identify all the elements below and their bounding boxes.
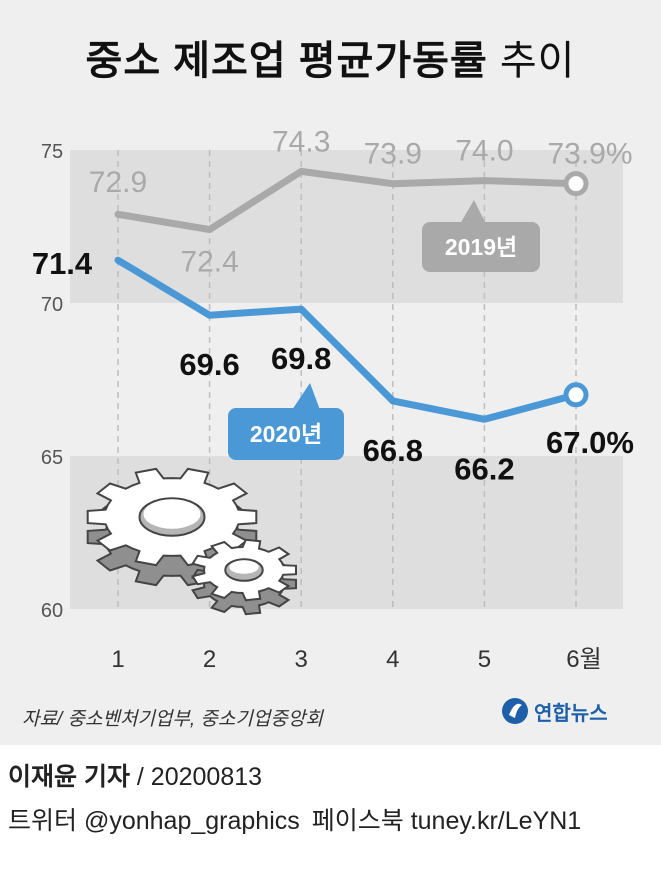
data-label-2019: 72.4	[180, 246, 238, 279]
data-label-2020: 67.0%	[546, 425, 634, 460]
callout-box	[228, 408, 344, 460]
twitter-handle: 트위터 @yonhap_graphics	[8, 807, 300, 835]
data-label-2019: 72.9	[89, 166, 147, 199]
callout-pointer	[292, 383, 320, 410]
source-note: 자료/ 중소벤처기업부, 중소기업중앙회	[22, 709, 323, 730]
data-label-2020: 66.2	[454, 451, 514, 486]
y-tick-label: 65	[41, 447, 63, 469]
x-tick-label: 5	[478, 646, 491, 673]
series-name-label: 2020년	[250, 421, 322, 447]
yonhap-logo-icon	[502, 698, 528, 724]
chart-title-main: 중소 제조업 평균가동률	[85, 39, 488, 83]
gear-icon	[86, 467, 297, 616]
x-tick-label: 6월	[566, 646, 601, 673]
series-line	[114, 167, 580, 234]
x-tick-label: 1	[111, 646, 124, 673]
sns-line: 트위터 @yonhap_graphics 페이스북 tuney.kr/LeYN1	[8, 801, 593, 837]
data-label-2020: 71.4	[32, 246, 93, 281]
data-label-2020: 69.6	[179, 347, 239, 382]
data-label-2019: 73.9%	[547, 138, 632, 171]
callout-box	[422, 222, 540, 272]
yonhap-logo: 연합뉴스	[500, 696, 608, 726]
callout-pointer	[460, 200, 486, 224]
series-name-label: 2019년	[445, 234, 517, 260]
gear-hole-inner	[143, 499, 201, 529]
x-tick-label: 3	[295, 646, 308, 673]
x-tick-label: 2	[203, 646, 216, 673]
chart-title-sub: 추이	[499, 39, 576, 83]
data-label-2019: 74.3	[272, 125, 330, 158]
credit-line: 이재윤 기자 / 20200813	[8, 757, 262, 793]
x-tick-label: 4	[386, 646, 399, 673]
yonhap-logo-text: 연합뉴스	[534, 702, 608, 725]
chart-title: 중소 제조업 평균가동률 추이	[0, 28, 661, 86]
facebook-link: 페이스북 tuney.kr/LeYN1	[311, 807, 582, 835]
line-chart: 60 65 70 75 1 2 3 4 5 6월 2019년 2020년 72.9 72.4 74.3…	[32, 125, 634, 673]
series-line	[114, 256, 580, 423]
data-label-2020: 66.8	[363, 433, 423, 468]
y-tick-label: 60	[41, 600, 63, 622]
gear-hole-inner	[229, 560, 259, 574]
chart-panel	[0, 0, 661, 745]
data-label-2019: 74.0	[455, 135, 513, 168]
data-label-2020: 69.8	[271, 341, 331, 376]
series-end-marker	[563, 382, 589, 408]
series-end-marker	[563, 171, 589, 197]
credit-date: / 20200813	[136, 763, 263, 791]
y-tick-label: 70	[41, 294, 63, 316]
data-label-2019: 73.9	[364, 138, 422, 171]
reporter-name: 이재윤 기자	[8, 763, 130, 791]
y-tick-label: 75	[41, 141, 63, 163]
